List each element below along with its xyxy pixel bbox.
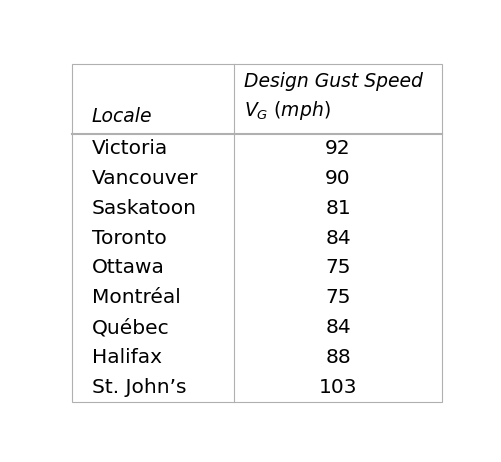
Text: Victoria: Victoria [92,139,168,158]
Text: St. John’s: St. John’s [92,378,186,397]
Text: 92: 92 [325,139,350,158]
Text: Ottawa: Ottawa [92,259,164,278]
Text: $\mathit{V_G}$$\mathit{\ (mph)}$: $\mathit{V_G}$$\mathit{\ (mph)}$ [243,99,330,122]
Text: Locale: Locale [92,107,152,126]
Text: 75: 75 [325,288,350,307]
Text: 84: 84 [325,318,350,337]
Text: 103: 103 [318,378,357,397]
Text: Design Gust Speed: Design Gust Speed [243,72,422,91]
Text: Toronto: Toronto [92,229,166,248]
Text: Montréal: Montréal [92,288,180,307]
Text: Vancouver: Vancouver [92,169,198,188]
Text: 88: 88 [325,348,350,367]
Text: 81: 81 [325,199,350,218]
Text: Saskatoon: Saskatoon [92,199,196,218]
Text: Halifax: Halifax [92,348,162,367]
Text: 90: 90 [325,169,350,188]
Text: Québec: Québec [92,318,169,337]
Text: 84: 84 [325,229,350,248]
Text: 75: 75 [325,259,350,278]
